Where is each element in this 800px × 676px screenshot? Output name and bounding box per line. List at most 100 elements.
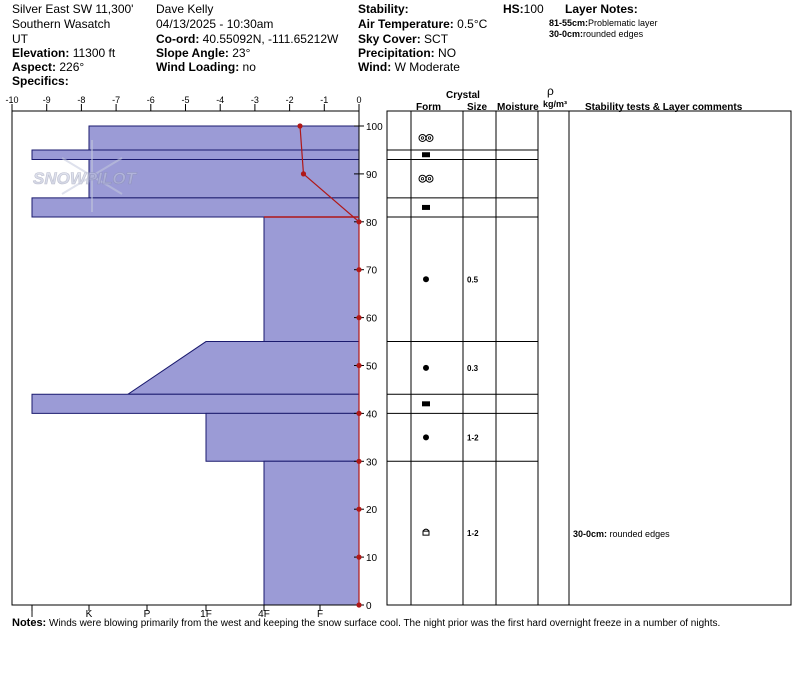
temp-point bbox=[356, 267, 362, 273]
state: UT bbox=[12, 32, 28, 46]
layer-note-2: 30-0cm:rounded edges bbox=[549, 29, 643, 40]
elevation-row: Elevation: 11300 ft bbox=[12, 46, 115, 61]
coord-label: Co-ord: bbox=[156, 32, 200, 46]
height-tick-label: 90 bbox=[366, 170, 378, 181]
temp-point bbox=[356, 602, 362, 608]
layer-note-1-range: 81-55cm: bbox=[549, 18, 589, 28]
faceted-rounded-icon bbox=[422, 528, 430, 536]
hardness-layer bbox=[126, 341, 360, 395]
notes-text: Winds were blowing primarily from the we… bbox=[49, 618, 721, 629]
hardness-tick-label: F bbox=[317, 609, 323, 620]
slope-value: 23° bbox=[232, 46, 251, 60]
wind-loading-label: Wind Loading: bbox=[156, 60, 240, 74]
hardness-tick-label: 4F bbox=[258, 609, 270, 620]
hs-label: HS: bbox=[503, 2, 524, 16]
ice-bar bbox=[422, 152, 430, 158]
layer-comment: 30-0cm: rounded edges bbox=[573, 529, 670, 539]
elevation-value: 11300 ft bbox=[72, 46, 116, 60]
cluster-ring bbox=[418, 133, 427, 142]
precip-value: NO bbox=[438, 46, 457, 60]
mountain-range: Southern Wasatch bbox=[12, 17, 111, 31]
moisture-header: Moisture bbox=[497, 102, 539, 113]
height-tick-label: 10 bbox=[366, 553, 378, 564]
cluster-ring bbox=[425, 174, 434, 183]
layer-note-2-range: 30-0cm: bbox=[549, 29, 584, 39]
form-header: Form bbox=[416, 102, 441, 113]
specifics-row: Specifics: bbox=[12, 74, 69, 89]
temp-point bbox=[356, 506, 362, 512]
grain-size-label: 0.5 bbox=[467, 275, 479, 284]
temp-point bbox=[356, 362, 362, 369]
height-tick-label: 100 bbox=[366, 122, 383, 133]
coord-row: Co-ord: 40.55092N, -111.65212W bbox=[156, 32, 338, 47]
layer-note-2-text: rounded edges bbox=[583, 29, 644, 39]
wind-value: W Moderate bbox=[394, 60, 460, 74]
hardness-layer bbox=[263, 216, 360, 343]
temp-tick-label: -1 bbox=[320, 95, 328, 105]
ice-layer-icon bbox=[422, 401, 430, 407]
temp-point bbox=[356, 315, 362, 321]
precip-label: Precipitation: bbox=[358, 46, 435, 60]
stability-row: Stability: bbox=[358, 2, 409, 17]
density-unit-header: kg/m³ bbox=[543, 99, 567, 109]
hardness-layer bbox=[263, 460, 360, 606]
grain-size-label: 1-2 bbox=[467, 529, 479, 538]
round-grain-icon bbox=[423, 364, 429, 371]
layer-note-1-text: Problematic layer bbox=[588, 18, 658, 28]
rho-header: ρ bbox=[547, 84, 554, 98]
specifics-label: Specifics: bbox=[12, 74, 69, 88]
temp-point bbox=[356, 410, 362, 416]
height-tick-label: 30 bbox=[366, 457, 378, 468]
temperature-profile bbox=[264, 123, 362, 608]
cluster-ring-inner bbox=[427, 177, 432, 181]
snowflake-icon bbox=[61, 140, 123, 212]
elevation-label: Elevation: bbox=[12, 46, 70, 60]
notes-label: Notes: bbox=[12, 617, 47, 629]
wind-loading-value: no bbox=[242, 60, 256, 74]
height-tick-label: 0 bbox=[366, 601, 372, 612]
snowpilot-watermark: SNOWPILOT bbox=[33, 140, 138, 212]
hardness-axis: I K P 1F 4F F bbox=[31, 605, 323, 620]
wind-row: Wind: W Moderate bbox=[358, 60, 460, 75]
temp-point bbox=[356, 219, 362, 225]
wind-label: Wind: bbox=[358, 60, 392, 74]
height-tick-label: 70 bbox=[366, 266, 378, 277]
hs-value: 100 bbox=[523, 2, 544, 16]
wind-loading-row: Wind Loading: no bbox=[156, 60, 256, 75]
slope-row: Slope Angle: 23° bbox=[156, 46, 250, 61]
stability-label: Stability: bbox=[358, 2, 409, 16]
size-header: Size bbox=[467, 102, 487, 113]
temp-point bbox=[356, 458, 362, 464]
hardness-profile bbox=[31, 125, 360, 606]
round-grain-icon bbox=[423, 434, 429, 441]
temp-point bbox=[300, 171, 307, 177]
melt-freeze-cluster-icon bbox=[418, 174, 434, 183]
temp-point bbox=[356, 554, 362, 560]
hardness-layer bbox=[31, 149, 360, 161]
grain-dot bbox=[423, 434, 429, 441]
layer-comment-text: rounded edges bbox=[607, 529, 670, 539]
observation-datetime: 04/13/2025 - 10:30am bbox=[156, 17, 274, 31]
hs-row: HS:100 bbox=[503, 2, 544, 17]
temp-tick-label: -5 bbox=[181, 95, 189, 105]
observer-name: Dave Kelly bbox=[156, 2, 214, 16]
cluster-ring bbox=[418, 174, 427, 183]
hardness-layer bbox=[205, 412, 360, 462]
grain-size-label: 0.3 bbox=[467, 364, 479, 373]
ice-layer-icon bbox=[422, 152, 430, 158]
temperature-axis: -10 -9 -8 -7 -6 -5 -4 -3 -2 -1 0 bbox=[5, 95, 362, 112]
sky-cover-value: SCT bbox=[424, 32, 449, 46]
air-temp-row: Air Temperature: 0.5°C bbox=[358, 17, 487, 32]
temp-tick-label: -4 bbox=[216, 95, 224, 105]
comments-header: Stability tests & Layer comments bbox=[585, 102, 743, 113]
ice-bar bbox=[422, 204, 430, 210]
height-tick-label: 40 bbox=[366, 409, 378, 420]
layer-table-header: Crystal Form Size Moisture ρ kg/m³ Stabi… bbox=[416, 84, 743, 113]
hardness-layer bbox=[31, 197, 360, 218]
hardness-tick-label: P bbox=[144, 609, 151, 620]
hardness-layer bbox=[31, 393, 360, 414]
temp-tick-label: -6 bbox=[147, 95, 155, 105]
sky-cover-row: Sky Cover: SCT bbox=[358, 32, 448, 47]
temp-tick-label: -7 bbox=[112, 95, 120, 105]
grain-size-label: 1-2 bbox=[467, 433, 479, 442]
